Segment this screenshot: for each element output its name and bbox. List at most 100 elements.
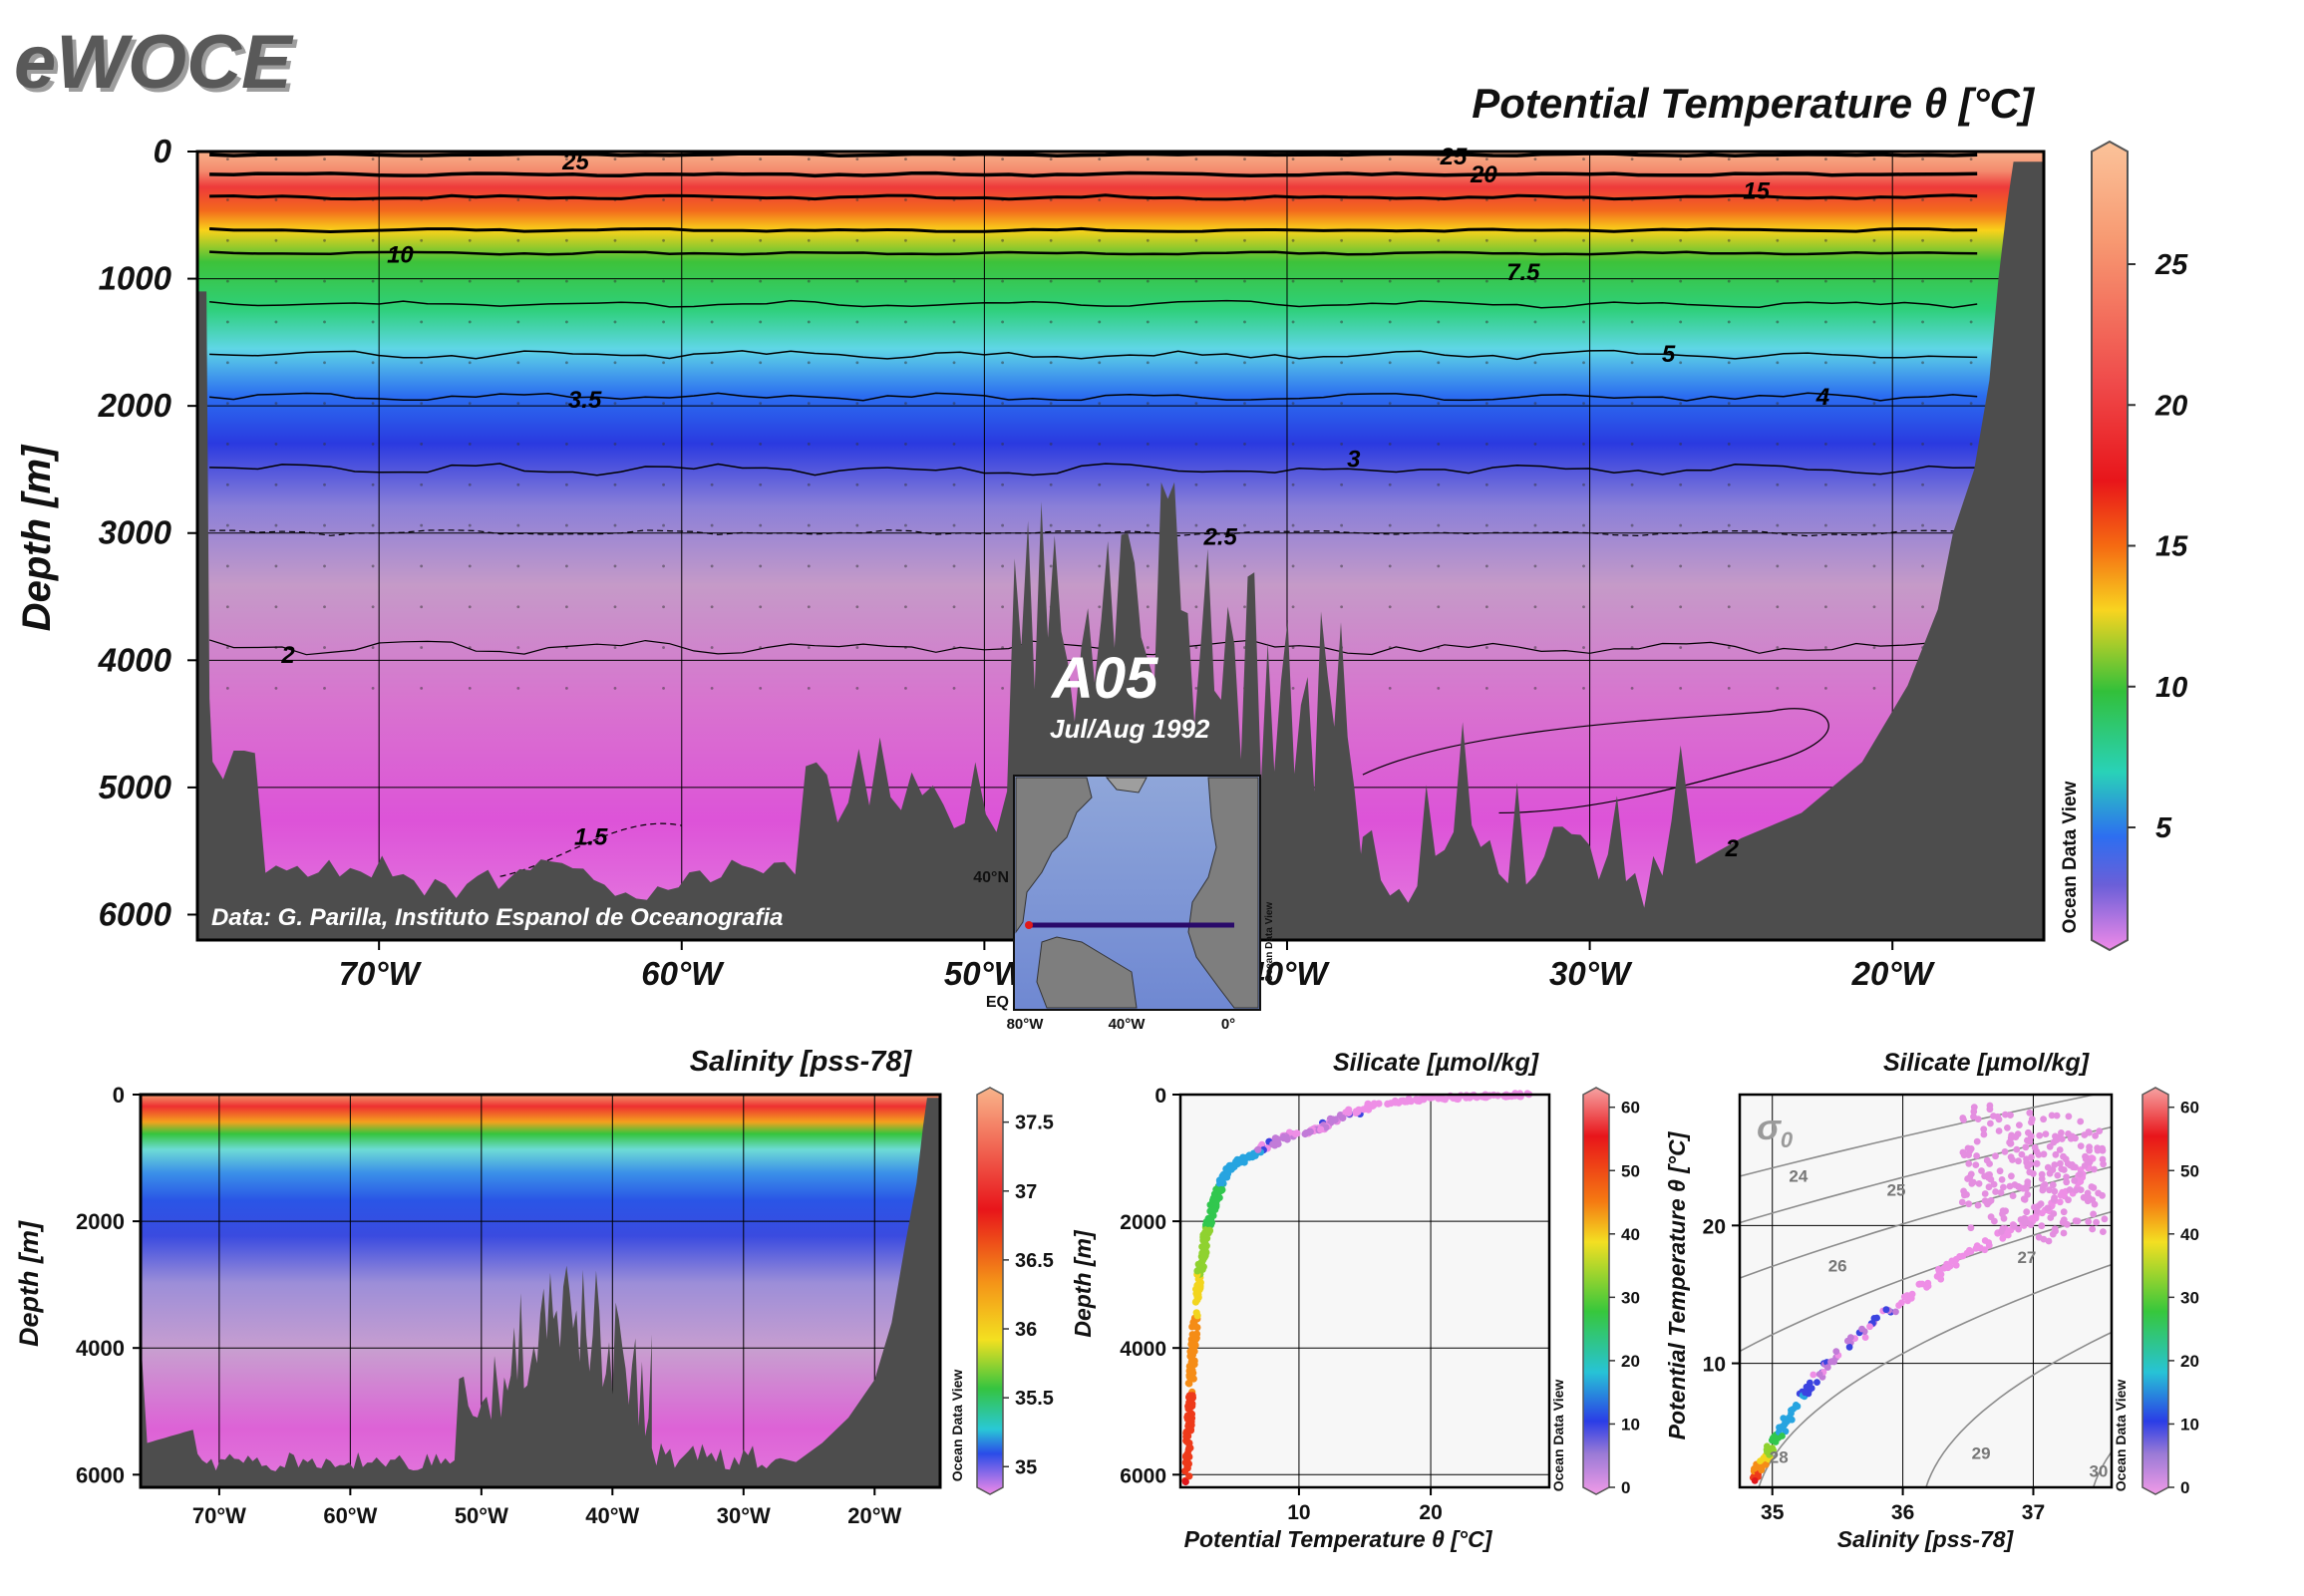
ts-point bbox=[2049, 1230, 2057, 1238]
ts-point bbox=[1998, 1228, 2005, 1235]
theta-depth-x-axis-label: Potential Temperature θ [°C] bbox=[1184, 1526, 1493, 1552]
sample-dot bbox=[225, 443, 229, 446]
sample-dot bbox=[1001, 646, 1004, 649]
theta-depth-point bbox=[1291, 1129, 1299, 1138]
ts-point bbox=[1937, 1275, 1945, 1283]
isotherm-line bbox=[209, 152, 1978, 159]
sample-dot bbox=[1484, 686, 1488, 690]
contour-label: 5 bbox=[1662, 341, 1676, 368]
sample-dot bbox=[1388, 158, 1392, 161]
sample-dot bbox=[662, 686, 665, 690]
ts-point bbox=[1952, 1261, 1960, 1269]
main-y-tick-label: 2000 bbox=[98, 387, 172, 424]
main-colorbar-ticks: 25 20 15 10 5 bbox=[2128, 249, 2188, 844]
sample-dot bbox=[1098, 523, 1102, 527]
sample-dot bbox=[952, 320, 956, 324]
theta-depth-point bbox=[1384, 1100, 1392, 1108]
main-colorbar-tick-label: 10 bbox=[2155, 672, 2187, 704]
sample-dot bbox=[855, 523, 859, 527]
ts-point bbox=[1788, 1410, 1795, 1418]
ts-point bbox=[1967, 1224, 1975, 1232]
sample-dot bbox=[1340, 564, 1344, 568]
ts-point bbox=[1998, 1176, 2006, 1183]
isopycnal-line bbox=[1740, 1210, 2112, 1353]
salinity-y-tick-label: 2000 bbox=[76, 1209, 125, 1234]
sample-dot bbox=[904, 564, 907, 568]
sample-dot bbox=[1388, 402, 1392, 406]
theta-depth-x-ticks: 10 20 bbox=[1287, 1487, 1443, 1524]
ts-watermark: Ocean Data View bbox=[2113, 1380, 2129, 1492]
sample-dot bbox=[1243, 238, 1246, 242]
sample-dot bbox=[1437, 279, 1441, 283]
sample-dot bbox=[1533, 238, 1537, 242]
sample-dot bbox=[855, 158, 859, 161]
theta-depth-colorbar-ticks: 60 50 40 30 20 10 0 bbox=[1609, 1099, 1640, 1497]
contour-label: 25 bbox=[561, 149, 589, 175]
data-credit: Data: G. Parilla, Instituto Espanol de O… bbox=[211, 904, 783, 931]
ts-point bbox=[2051, 1194, 2059, 1202]
ts-point bbox=[2050, 1210, 2058, 1217]
ts-point bbox=[2074, 1217, 2082, 1225]
section-name-label: A05 bbox=[1050, 646, 1158, 711]
sample-dot bbox=[1340, 605, 1344, 609]
sample-dot bbox=[1921, 523, 1924, 527]
sample-dot bbox=[1533, 482, 1537, 486]
sample-dot bbox=[1630, 523, 1634, 527]
sample-dot bbox=[1437, 238, 1441, 242]
theta-depth-panel: Silicate [µmol/kg] Depth [m] Potential T… bbox=[1070, 1049, 1640, 1552]
sample-dot bbox=[1727, 564, 1731, 568]
ts-point bbox=[2038, 1222, 2046, 1230]
ts-point bbox=[1977, 1244, 1984, 1252]
sample-dot bbox=[1001, 564, 1004, 568]
sample-dot bbox=[371, 523, 375, 527]
sample-dot bbox=[1388, 443, 1392, 446]
ts-point bbox=[2031, 1203, 2038, 1211]
sample-dot bbox=[662, 523, 665, 527]
sample-dot bbox=[1533, 361, 1537, 365]
sample-dot bbox=[1194, 564, 1198, 568]
sample-dot bbox=[1921, 402, 1924, 406]
contour-label: 4 bbox=[1815, 384, 1829, 411]
sample-dot bbox=[565, 686, 568, 690]
ts-point bbox=[2013, 1145, 2021, 1153]
ts-point bbox=[1987, 1175, 1995, 1183]
sample-dot bbox=[323, 564, 326, 568]
sample-dot bbox=[1630, 158, 1634, 161]
sample-dot bbox=[516, 361, 520, 365]
sample-dot bbox=[516, 238, 520, 242]
ts-point bbox=[2093, 1218, 2101, 1226]
sample-dot bbox=[420, 443, 424, 446]
ts-y-tick-label: 20 bbox=[1703, 1215, 1726, 1238]
ts-point bbox=[1985, 1241, 1993, 1249]
sample-dot bbox=[1001, 402, 1004, 406]
ts-point bbox=[1987, 1196, 1995, 1204]
sample-dot bbox=[1533, 279, 1537, 283]
sample-dot bbox=[468, 361, 472, 365]
ts-point bbox=[1779, 1433, 1786, 1439]
sample-dot bbox=[516, 564, 520, 568]
ts-x-ticks: 35 36 37 bbox=[1761, 1487, 2045, 1524]
sample-dot bbox=[662, 564, 665, 568]
salinity-colorbar-tick-label: 35.5 bbox=[1015, 1388, 1054, 1410]
sample-dot bbox=[710, 238, 714, 242]
sample-dot bbox=[1340, 402, 1344, 406]
ts-y-tick-label: 10 bbox=[1703, 1354, 1726, 1377]
sample-dot bbox=[1582, 523, 1585, 527]
salinity-colorbar-tick-label: 36 bbox=[1015, 1319, 1037, 1341]
sample-dot bbox=[371, 361, 375, 365]
ts-point bbox=[2054, 1171, 2062, 1179]
ts-point bbox=[1959, 1115, 1967, 1121]
ts-point bbox=[2015, 1225, 2022, 1233]
ts-point bbox=[1810, 1371, 1817, 1379]
sample-dot bbox=[1872, 482, 1876, 486]
sample-dot bbox=[1001, 361, 1004, 365]
sample-dot bbox=[855, 564, 859, 568]
sample-dot bbox=[710, 361, 714, 365]
sample-dot bbox=[1582, 605, 1585, 609]
sample-dot bbox=[613, 238, 617, 242]
ts-point bbox=[2046, 1186, 2053, 1194]
sample-dot bbox=[371, 646, 375, 649]
sample-dot bbox=[274, 564, 278, 568]
sample-dot bbox=[516, 279, 520, 283]
sample-dot bbox=[1824, 279, 1827, 283]
